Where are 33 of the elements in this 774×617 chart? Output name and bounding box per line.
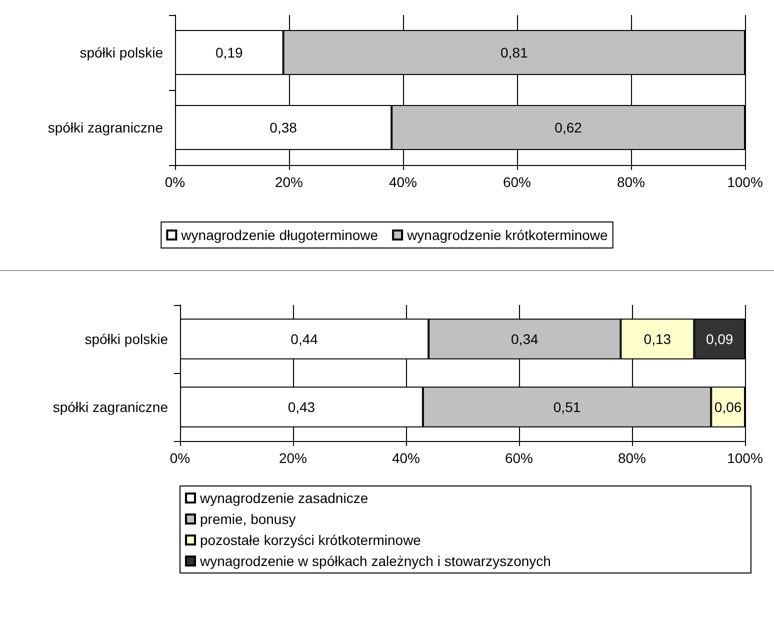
- x-tick-label: 80%: [616, 174, 646, 190]
- data-label: 0,06: [714, 399, 742, 415]
- data-label: 0,19: [216, 44, 243, 60]
- data-label: 0,51: [553, 399, 581, 415]
- legend-label: wynagrodzenie w spółkach zależnych i stowarzyszonych: [199, 553, 551, 569]
- data-label: 0,81: [500, 44, 528, 60]
- data-label: 0,09: [706, 331, 734, 347]
- x-tick-label: 80%: [618, 450, 646, 466]
- data-label: 0,38: [270, 120, 298, 136]
- y-tick-label: spółki polskie: [84, 331, 168, 347]
- legend-label: wynagrodzenie zasadnicze: [199, 490, 368, 506]
- legend-label: premie, bonusy: [200, 511, 296, 527]
- legend-label: pozostałe korzyści krótkoterminowe: [200, 532, 422, 548]
- x-tick-label: 0%: [164, 174, 186, 190]
- x-tick-label: 20%: [274, 174, 304, 190]
- y-tick-label: spółki zagraniczne: [52, 399, 168, 415]
- data-label: 0,44: [290, 331, 318, 347]
- x-tick-label: 0%: [170, 450, 190, 466]
- legend-label: wynagrodzenie krótkoterminowe: [406, 227, 608, 243]
- data-label: 0,62: [554, 120, 582, 136]
- x-tick-label: 100%: [727, 174, 763, 190]
- x-tick-label: 20%: [278, 450, 308, 466]
- legend-label: wynagrodzenie długoterminowe: [180, 227, 378, 243]
- x-tick-label: 60%: [504, 450, 534, 466]
- data-label: 0,13: [644, 331, 672, 347]
- x-tick-label: 60%: [502, 174, 532, 190]
- x-tick-label: 40%: [388, 174, 418, 190]
- x-tick-label: 40%: [392, 450, 420, 466]
- x-tick-label: 100%: [727, 450, 763, 466]
- data-label: 0,43: [288, 399, 316, 415]
- y-tick-label: spółki polskie: [80, 44, 164, 60]
- data-label: 0,34: [511, 331, 538, 347]
- y-tick-label: spółki zagraniczne: [48, 120, 164, 136]
